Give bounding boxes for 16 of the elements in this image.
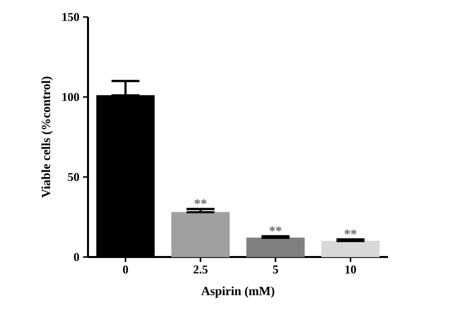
y-axis-title: Viable cells (%control) [41, 76, 53, 198]
x-tick-label: 5 [272, 266, 278, 274]
bar [246, 238, 305, 258]
y-tick-label: 150 [62, 12, 80, 22]
x-tick-label: 10 [345, 266, 356, 274]
annotation: ** [270, 226, 282, 232]
bar [171, 212, 230, 258]
x-tick-label: 2.5 [194, 266, 208, 274]
y-tick-label: 0 [74, 252, 80, 262]
annotation: ** [194, 199, 206, 204]
y-tick-label: 100 [62, 92, 80, 102]
y-tick-label: 50 [68, 172, 80, 182]
annotation: ** [344, 230, 356, 235]
bar [321, 240, 380, 258]
x-tick-label: 0 [122, 266, 128, 274]
x-axis-title: Aspirin (mM) [201, 286, 274, 298]
